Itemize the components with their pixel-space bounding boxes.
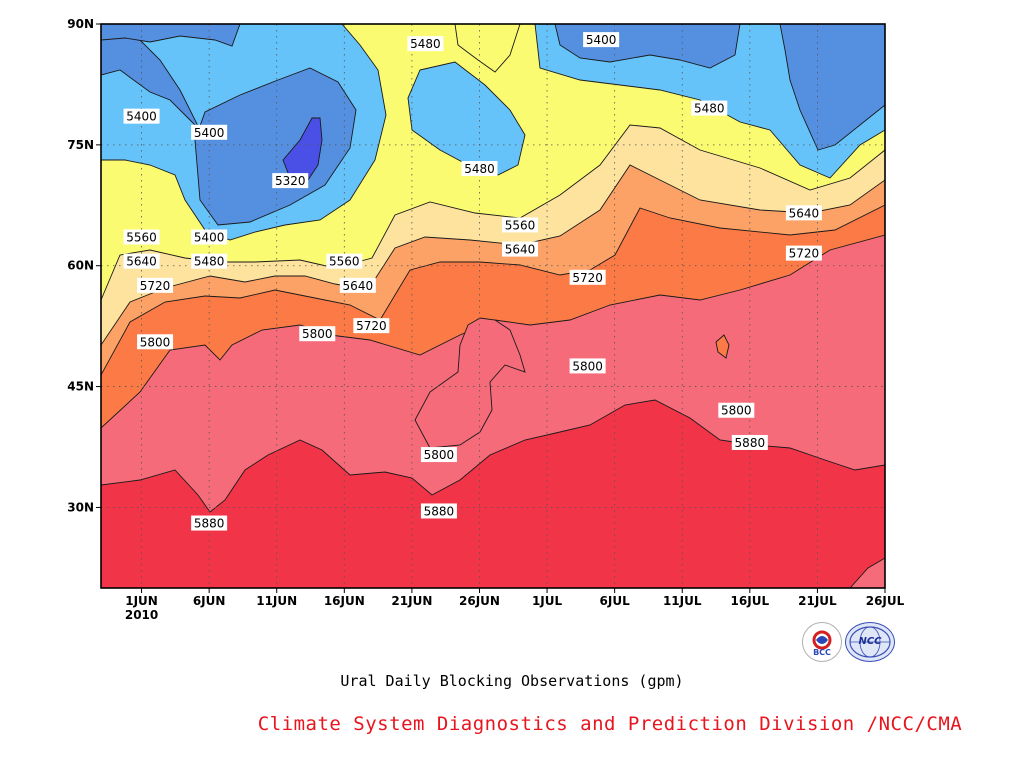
contour-label: 5880 — [191, 515, 228, 531]
x-tick-label: 11JUN — [256, 594, 297, 608]
contour-label: 5720 — [353, 318, 390, 334]
contour-fill — [101, 24, 885, 588]
contour-label: 5400 — [191, 124, 228, 140]
contour-label: 5480 — [691, 100, 728, 116]
contour-label-text: 5480 — [194, 255, 225, 269]
contour-band-5800-5880 — [414, 317, 526, 449]
contour-label: 5640 — [502, 241, 539, 257]
contour-label: 5880 — [731, 434, 768, 450]
contour-label: 5480 — [407, 36, 444, 52]
contour-band-5320-5400 — [101, 24, 201, 131]
contour-label: 5480 — [191, 253, 228, 269]
contour-label-text: 5800 — [140, 335, 171, 349]
contour-label: 5560 — [326, 253, 363, 269]
contour-label-text: 5640 — [126, 255, 157, 269]
x-tick-label: 11JUL — [663, 594, 702, 608]
chart-title: Ural Daily Blocking Observations (gpm) — [340, 672, 684, 690]
x-tick-label: 16JUN — [324, 594, 365, 608]
contour-label-text: 5720 — [789, 247, 820, 261]
contour-label: 5400 — [123, 108, 160, 124]
contour-label-text: 5400 — [194, 126, 225, 140]
x-tick-label: 26JUN — [459, 594, 500, 608]
contour-label-text: 5320 — [275, 174, 306, 188]
contour-label: 5800 — [299, 326, 336, 342]
bcc-logo-text: BCC — [813, 648, 831, 657]
x-tick-label: 1JUL — [532, 594, 563, 608]
contour-band-5320-5400 — [101, 24, 241, 47]
contour-label: 5640 — [123, 253, 160, 269]
contour-label: 5720 — [569, 269, 606, 285]
contour-label-text: 5720 — [572, 271, 603, 285]
contour-label: 5400 — [191, 229, 228, 245]
contour-label-text: 5800 — [572, 359, 603, 373]
contour-label: 5800 — [137, 334, 174, 350]
contour-label-text: 5400 — [586, 33, 617, 47]
y-tick-label: 45N — [67, 380, 94, 394]
contour-labels: 5400 5400 5320 5480 5400 5480 5480 5400 5480 5560… — [123, 32, 822, 531]
x-tick-label: 1JUN — [125, 594, 158, 608]
x-tick-label: 6JUL — [600, 594, 631, 608]
contour-band-5320-5400 — [194, 67, 357, 226]
contour-label: 5480 — [461, 161, 498, 177]
ncc-logo-text: NCC — [858, 636, 882, 647]
contour-label-text: 5400 — [126, 110, 157, 124]
x-axis: 1JUN 6JUN 11JUN 16JUN 21JUN 26JUN 1JUL 6JUL 11JU… — [125, 588, 905, 622]
credit-line: Climate System Diagnostics and Predictio… — [257, 713, 963, 735]
contour-band-5480-5560 — [454, 24, 521, 73]
x-tick-label: 21JUN — [391, 594, 432, 608]
contour-label: 5800 — [420, 447, 457, 463]
x-year-label: 2010 — [125, 608, 158, 622]
plot-frame — [100, 23, 886, 589]
y-tick-label: 75N — [67, 138, 94, 152]
contour-label: 5880 — [420, 503, 457, 519]
contour-label-text: 5640 — [505, 243, 536, 257]
contour-label-text: 5880 — [194, 517, 225, 531]
contour-label-text: 5400 — [194, 231, 225, 245]
contour-label-text: 5800 — [721, 404, 752, 418]
x-tick-label: 26JUL — [866, 594, 905, 608]
chart: 5400 5400 5320 5480 5400 5480 5480 5400 5480 5560… — [67, 17, 905, 622]
ncc-logo: NCC — [845, 622, 895, 662]
contour-label-text: 5560 — [505, 218, 536, 232]
y-tick-label: 30N — [67, 500, 94, 514]
contour-label: 5640 — [339, 277, 376, 293]
grid — [101, 24, 885, 588]
contour-label-text: 5880 — [424, 504, 455, 518]
contour-label-text: 5640 — [343, 279, 374, 293]
y-axis: 30N 45N 60N 75N 90N — [67, 17, 101, 514]
contour-label: 5320 — [272, 173, 309, 189]
contour-label: 5800 — [718, 402, 755, 418]
contour-label-text: 5560 — [126, 231, 157, 245]
x-tick-label: 6JUN — [193, 594, 226, 608]
contour-label-text: 5640 — [789, 206, 820, 220]
contour-band-5400-5480 — [407, 61, 526, 176]
y-tick-label: 90N — [67, 17, 94, 31]
contour-band-5320-5400 — [779, 24, 885, 151]
contour-label-text: 5800 — [302, 327, 333, 341]
contour-label-text: 5880 — [735, 436, 766, 450]
contour-label: 5640 — [785, 205, 822, 221]
x-tick-label: 16JUL — [731, 594, 770, 608]
contour-label-text: 5720 — [140, 279, 171, 293]
contour-label: 5800 — [569, 358, 606, 374]
contour-label-text: 5480 — [410, 37, 441, 51]
contour-band-above-5880 — [101, 399, 885, 588]
ncc-globe-icon — [849, 626, 891, 658]
contour-band-5800-5880 — [849, 557, 885, 588]
contour-band-5720-5800 — [715, 334, 730, 359]
x-tick-label: 21JUL — [798, 594, 837, 608]
contour-label-text: 5560 — [329, 255, 360, 269]
contour-label: 5560 — [123, 229, 160, 245]
y-tick-label: 60N — [67, 259, 94, 273]
contour-label: 5720 — [137, 277, 174, 293]
contour-label: 5720 — [785, 245, 822, 261]
contour-label: 5560 — [502, 217, 539, 233]
bcc-logo: BCC — [802, 622, 842, 662]
contour-label-text: 5720 — [356, 319, 387, 333]
bcc-emblem-icon — [812, 630, 832, 650]
contour-label: 5400 — [583, 32, 620, 48]
contour-label-text: 5480 — [464, 162, 495, 176]
contour-label-text: 5480 — [694, 102, 725, 116]
contour-label-text: 5800 — [424, 448, 455, 462]
